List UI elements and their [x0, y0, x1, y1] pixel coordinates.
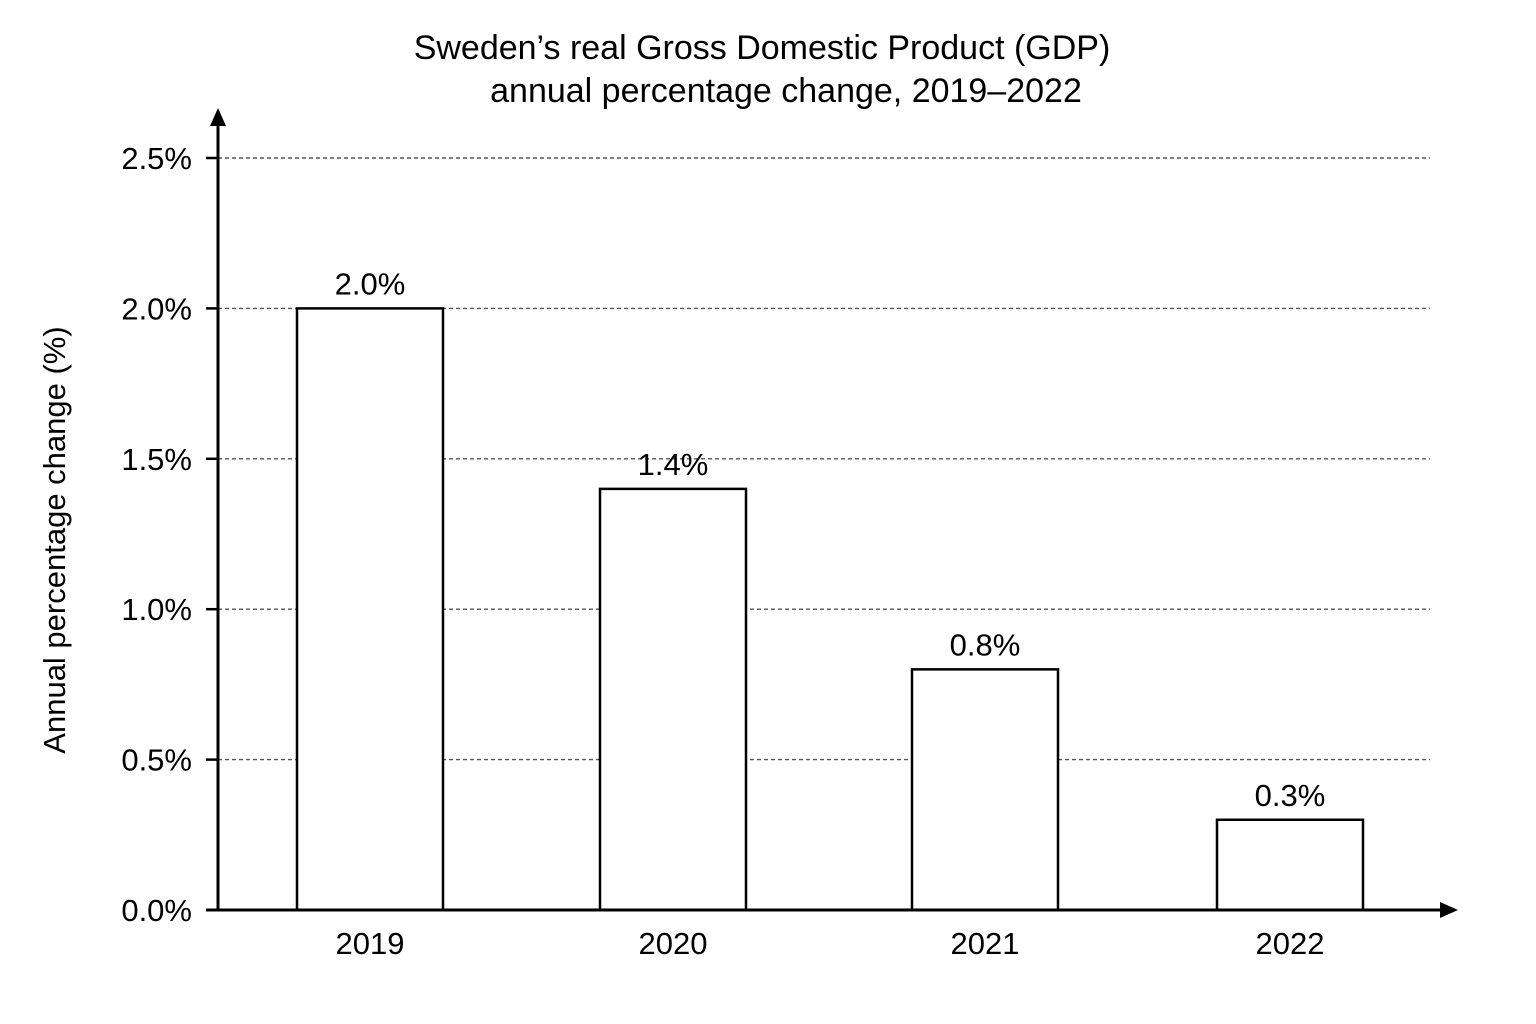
gridlines: [218, 157, 1430, 761]
y-tick-label: 2.0%: [121, 291, 192, 326]
x-tick-label: 2021: [951, 926, 1020, 961]
x-tick-label: 2022: [1256, 926, 1325, 961]
labels: 0.0% 0.5% 1.0% 1.5% 2.0% 2.5% 2.0% 2019 1.4% 2020…: [121, 141, 1325, 961]
y-tick-label: 1.0%: [121, 592, 192, 627]
y-tick-label: 0.5%: [121, 743, 192, 778]
bar-2021: [910, 668, 1060, 912]
x-tick-label: 2020: [639, 926, 708, 961]
bar-2020: [598, 487, 748, 912]
x-axis-arrow-icon: [1440, 902, 1458, 918]
bar-2022: [1215, 818, 1365, 912]
y-axis-arrow-icon: [210, 108, 226, 126]
data-label: 1.4%: [638, 447, 709, 482]
data-label: 0.8%: [950, 627, 1021, 662]
data-label: 2.0%: [335, 266, 406, 301]
y-tick-label: 2.5%: [121, 141, 192, 176]
y-axis-label: Annual percentage change (%): [37, 326, 72, 753]
bars: [295, 307, 1365, 912]
y-tick-label: 0.0%: [121, 893, 192, 928]
chart-title-line-1: Sweden’s real Gross Domestic Product (GD…: [413, 29, 1111, 67]
y-tick-label: 1.5%: [121, 442, 192, 477]
chart-title-line-2: annual percentage change, 2019–2022: [490, 72, 1082, 110]
data-label: 0.3%: [1255, 778, 1326, 813]
x-tick-label: 2019: [336, 926, 405, 961]
bar-2019: [295, 307, 445, 912]
axes: [206, 108, 1458, 918]
